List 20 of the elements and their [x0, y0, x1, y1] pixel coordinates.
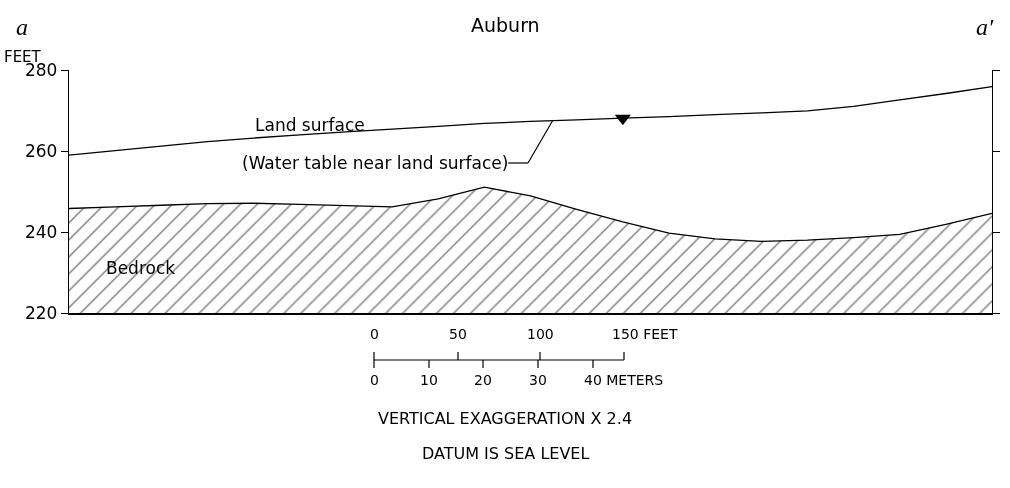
text: 150 FEET [612, 326, 678, 342]
text: a′ [976, 14, 994, 40]
annotation: (Water table near land surface) [242, 153, 509, 173]
y-tick-label: 260 [25, 140, 58, 161]
annotation: Bedrock [106, 258, 176, 278]
text: VERTICAL EXAGGERATION X 2.4 [378, 409, 633, 428]
text: 100 [527, 326, 554, 342]
text: 30 [529, 372, 547, 388]
y-tick-label: 220 [25, 302, 58, 323]
text: 0 [370, 326, 379, 342]
chart-title: Auburn [471, 14, 540, 36]
text: DATUM IS SEA LEVEL [422, 444, 590, 463]
y-tick-label: 240 [25, 221, 58, 242]
annotation: Land surface [255, 115, 365, 135]
text: 0 [370, 372, 379, 388]
text: 20 [474, 372, 492, 388]
text: 50 [449, 326, 467, 342]
text: a [16, 14, 28, 40]
text: 10 [420, 372, 438, 388]
text: 40 METERS [584, 372, 664, 388]
